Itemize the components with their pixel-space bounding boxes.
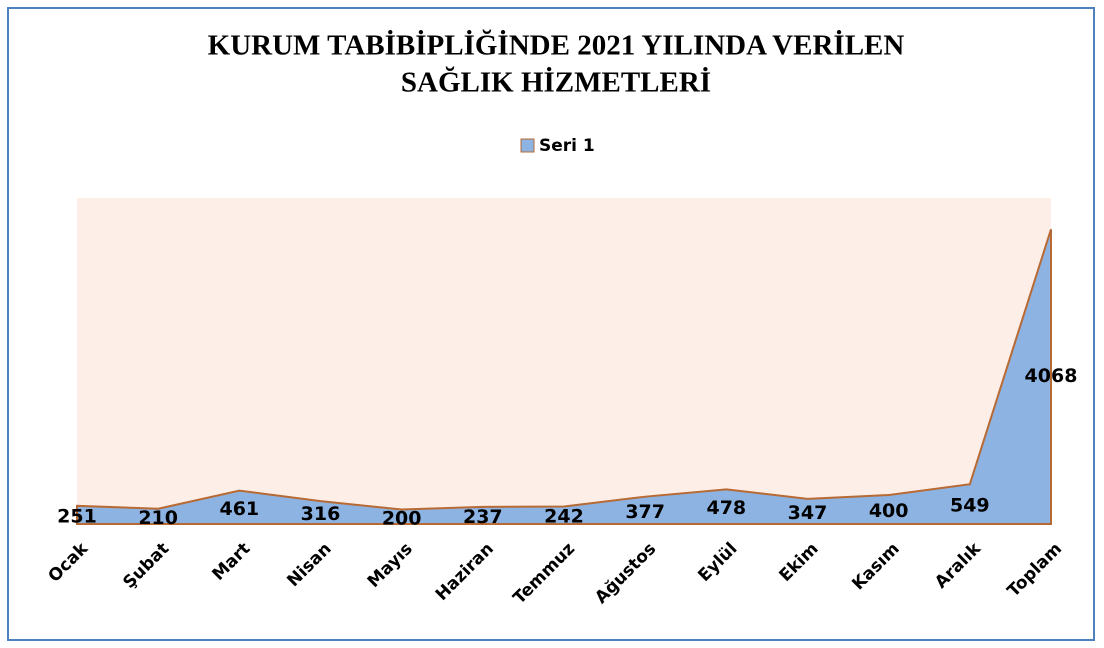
plot-area <box>77 198 1051 524</box>
chart-title: KURUM TABİBİPLİĞİNDE 2021 YILINDA VERİLE… <box>208 29 905 62</box>
data-label: 461 <box>219 498 259 520</box>
data-label: 251 <box>57 505 97 527</box>
data-label: 377 <box>625 501 665 523</box>
data-label: 347 <box>788 502 828 524</box>
data-label: 549 <box>950 495 990 517</box>
data-label: 237 <box>463 506 503 528</box>
area <box>76 228 1052 525</box>
chart-title: SAĞLIK HİZMETLERİ <box>401 66 711 99</box>
data-label: 400 <box>869 500 909 522</box>
data-label: 242 <box>544 506 584 528</box>
data-label: 4068 <box>1025 365 1078 387</box>
data-label: 210 <box>138 507 178 529</box>
data-label: 200 <box>382 507 422 529</box>
data-label: 478 <box>706 497 746 519</box>
legend-label: Seri 1 <box>539 136 595 156</box>
legend-swatch <box>520 138 535 153</box>
data-label: 316 <box>301 503 341 525</box>
